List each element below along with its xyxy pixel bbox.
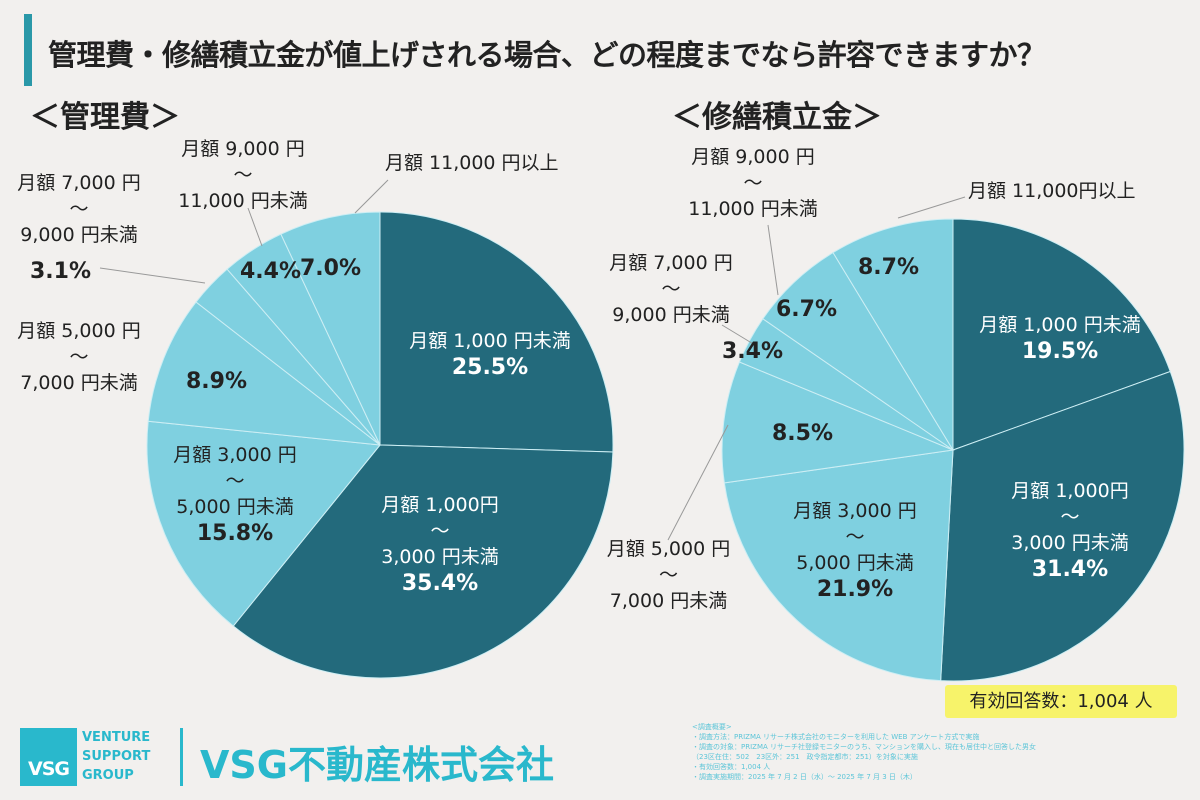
pct-11000-over: 8.7% bbox=[858, 255, 920, 280]
label-5000-7000: 月額 5,000 円～ 7,000 円未満 bbox=[606, 538, 731, 612]
chart-title-management: ＜管理費＞ bbox=[30, 100, 180, 135]
pie-slice bbox=[723, 449, 954, 682]
pie-slice bbox=[940, 370, 1185, 682]
leader-lines bbox=[99, 179, 966, 541]
pie-slice bbox=[147, 301, 382, 446]
pct-5000-7000: 8.5% bbox=[772, 421, 834, 446]
survey-notes: <調査概要> ・調査方法：PRIZMA リサーチ株式会社のモニターを利用した WE… bbox=[692, 723, 1036, 781]
leader-line bbox=[897, 196, 966, 219]
pie-slice bbox=[721, 361, 955, 484]
logo-divider bbox=[180, 728, 183, 786]
pie-slice bbox=[280, 211, 381, 446]
pct-11000-over: 7.0% bbox=[300, 256, 362, 281]
label-3000-5000: 月額 3,000 円～ 5,000 円未満 21.9% bbox=[793, 500, 917, 602]
title-accent-bar bbox=[24, 14, 32, 86]
leader-line bbox=[99, 267, 206, 284]
leader-line bbox=[721, 324, 756, 346]
vsg-logo-mark: VSG bbox=[20, 728, 77, 786]
pie-slice bbox=[832, 218, 954, 452]
label-9000-11000: 月額 9,000 円～ 11,000 円未満 bbox=[178, 138, 308, 212]
label-7000-9000: 月額 7,000 円～ 9,000 円未満 bbox=[609, 252, 733, 326]
label-1000-3000: 月額 1,000円～ 3,000 円未満 35.4% bbox=[381, 494, 499, 596]
pie-repair-reserve bbox=[721, 218, 1185, 682]
label-1000-3000: 月額 1,000円～ 3,000 円未満 31.4% bbox=[1011, 480, 1129, 582]
label-11000-over: 月額 11,000円以上 bbox=[968, 180, 1136, 202]
leader-line bbox=[247, 207, 263, 247]
label-5000-7000: 月額 5,000 円～ 7,000 円未満 bbox=[17, 320, 141, 394]
pie-slice bbox=[379, 211, 614, 453]
label-9000-11000: 月額 9,000 円～ 11,000 円未満 bbox=[688, 146, 818, 220]
label-under-1000: 月額 1,000 円未満 19.5% bbox=[979, 314, 1141, 364]
label-under-1000: 月額 1,000 円未満 25.5% bbox=[409, 330, 571, 380]
leader-line bbox=[767, 224, 779, 296]
page-title: 管理費・修繕積立金が値上げされる場合、どの程度までなら許容できますか？ bbox=[48, 38, 1046, 72]
pie-slice bbox=[232, 444, 614, 679]
label-7000-9000: 月額 7,000 円～ 9,000 円未満 bbox=[17, 172, 141, 246]
leader-line bbox=[354, 179, 389, 214]
label-11000-over: 月額 11,000 円以上 bbox=[385, 152, 559, 174]
logo-words: VENTURE SUPPORT GROUP bbox=[82, 730, 151, 783]
pie-management-fee bbox=[146, 211, 614, 679]
response-count-badge: 有効回答数：1,004 人 bbox=[945, 685, 1177, 718]
leader-line bbox=[667, 424, 729, 541]
pct-5000-7000: 8.9% bbox=[186, 369, 248, 394]
pie-slice bbox=[146, 420, 381, 627]
pie-slice bbox=[952, 218, 1171, 451]
company-name: VSG不動産株式会社 bbox=[200, 743, 554, 787]
pct-7000-9000: 3.1% bbox=[30, 259, 92, 284]
label-3000-5000: 月額 3,000 円～ 5,000 円未満 15.8% bbox=[173, 444, 297, 546]
pct-7000-9000: 3.4% bbox=[722, 339, 784, 364]
pct-9000-11000: 6.7% bbox=[776, 297, 838, 322]
chart-title-repair: ＜修繕積立金＞ bbox=[672, 100, 882, 135]
pct-9000-11000: 4.4% bbox=[240, 259, 302, 284]
